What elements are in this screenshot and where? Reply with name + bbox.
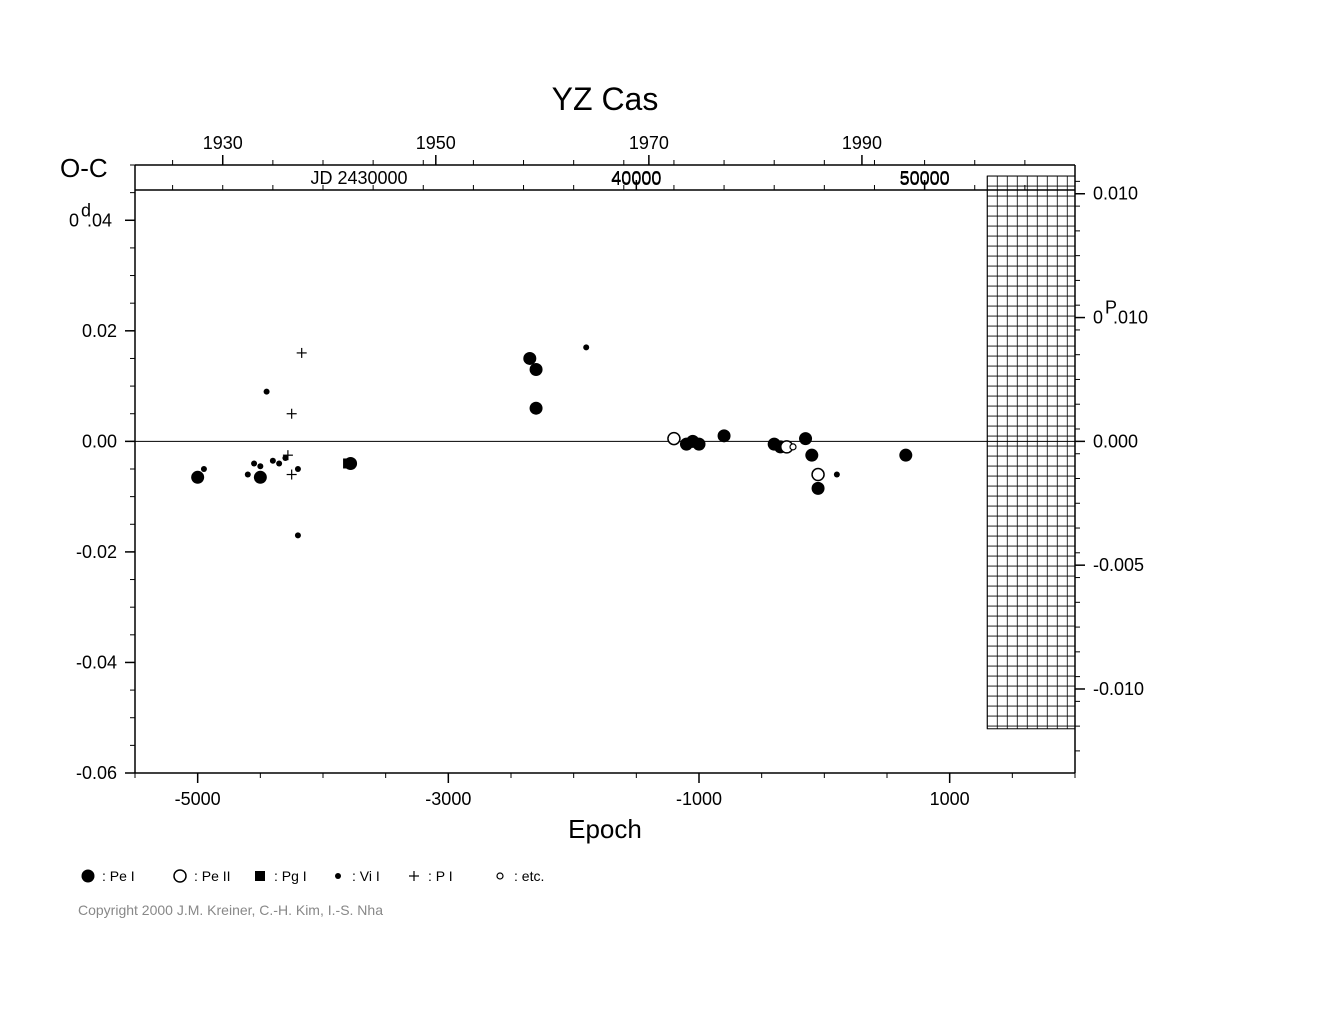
svg-text:1000: 1000 — [930, 789, 970, 809]
chart-container: YZ Cas -5000 -3000 -1000 1000 -0.06 -0.04 -0.02… — [0, 0, 1325, 1020]
svg-text:-0.010: -0.010 — [1093, 679, 1144, 699]
svg-text:-1000: -1000 — [676, 789, 722, 809]
svg-text:1930: 1930 — [203, 133, 243, 153]
svg-text:.04: .04 — [87, 210, 112, 230]
svg-text:-0.02: -0.02 — [76, 542, 117, 562]
svg-text:: Pe I: : Pe I — [102, 868, 135, 884]
svg-text:40000: 40000 — [611, 168, 661, 188]
svg-text:1970: 1970 — [629, 133, 669, 153]
x-axis-label: Epoch — [568, 814, 642, 844]
svg-text:0.010: 0.010 — [1093, 184, 1138, 204]
svg-text:1950: 1950 — [416, 133, 456, 153]
svg-text:: Pg I: : Pg I — [274, 868, 307, 884]
svg-text:-0.06: -0.06 — [76, 763, 117, 783]
svg-text:: Vi I: : Vi I — [352, 868, 380, 884]
svg-text:: Pe II: : Pe II — [194, 868, 231, 884]
svg-text:.010: .010 — [1113, 308, 1148, 328]
y-axis-label: O-C — [60, 153, 108, 183]
copyright-text: Copyright 2000 J.M. Kreiner, C.-H. Kim, … — [78, 902, 383, 918]
oc-diagram-svg: YZ Cas -5000 -3000 -1000 1000 -0.06 -0.04 -0.02… — [0, 0, 1325, 1020]
chart-title: YZ Cas — [552, 81, 659, 117]
svg-text:0.000: 0.000 — [1093, 431, 1138, 451]
svg-text:-3000: -3000 — [425, 789, 471, 809]
svg-text:0.02: 0.02 — [82, 321, 117, 341]
svg-text:0.00: 0.00 — [82, 431, 117, 451]
svg-text:0: 0 — [69, 210, 79, 230]
svg-text:: P I: : P I — [428, 868, 453, 884]
jd-label: JD 2430000 — [310, 168, 407, 188]
svg-text:0: 0 — [1093, 308, 1103, 328]
svg-text:-0.005: -0.005 — [1093, 555, 1144, 575]
svg-text:1990: 1990 — [842, 133, 882, 153]
svg-text:-0.04: -0.04 — [76, 652, 117, 672]
svg-text:: etc.: : etc. — [514, 868, 544, 884]
svg-text:-5000: -5000 — [175, 789, 221, 809]
